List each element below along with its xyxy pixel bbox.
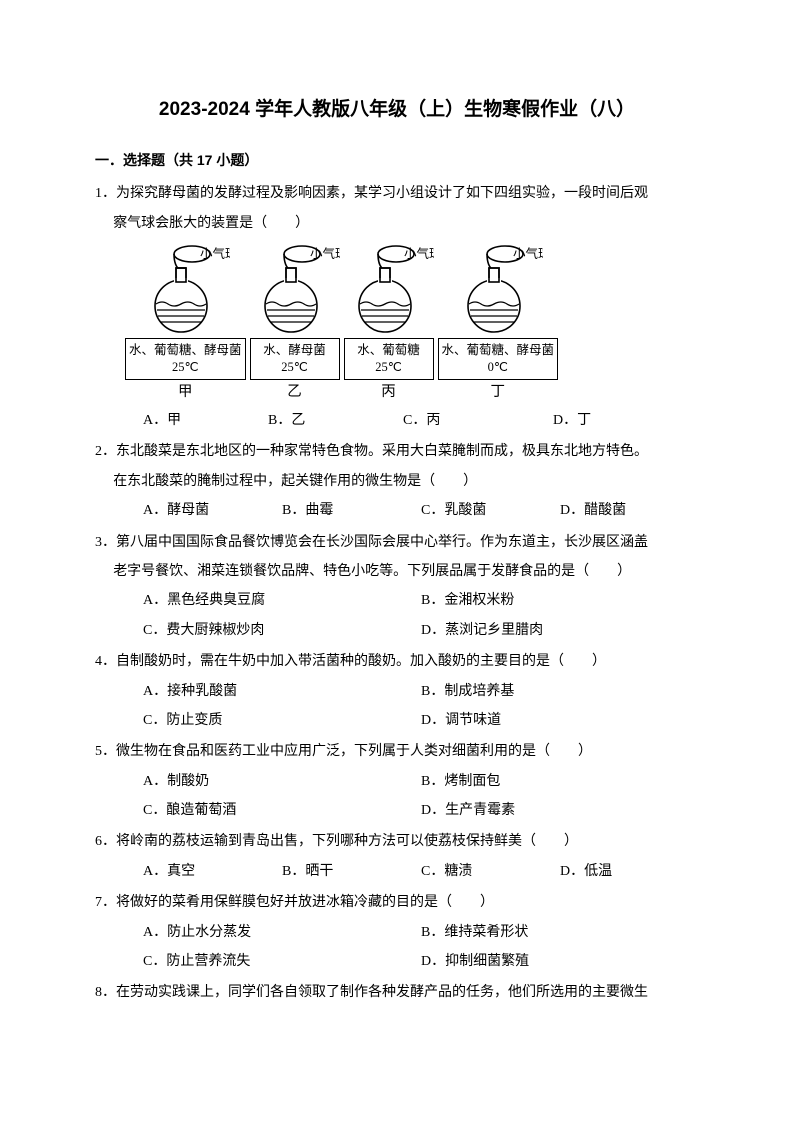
option-a[interactable]: A．制酸奶 <box>143 767 421 796</box>
option-b[interactable]: B．乙 <box>268 406 403 435</box>
section-heading: 一．选择题（共 17 小题） <box>95 146 699 175</box>
option-d[interactable]: D．蒸浏记乡里腊肉 <box>421 616 699 645</box>
flask-box-line2: 25℃ <box>129 359 242 376</box>
question-4: 4．自制酸奶时，需在牛奶中加入带活菌种的酸奶。加入酸奶的主要目的是（ ） A．接… <box>95 647 699 735</box>
question-7: 7．将做好的菜肴用保鲜膜包好并放进冰箱冷藏的目的是（ ） A．防止水分蒸发 B．… <box>95 888 699 976</box>
option-a[interactable]: A．黑色经典臭豆腐 <box>143 586 421 615</box>
flask-jia: 小气球 水、葡萄糖、酵母菌 25℃ 甲 <box>125 244 246 404</box>
q5-stem: 5．微生物在食品和医药工业中应用广泛，下列属于人类对细菌利用的是（ ） <box>95 737 699 766</box>
flask-box: 水、葡萄糖 25℃ <box>344 338 434 380</box>
balloon-label: 小气球 <box>513 246 543 261</box>
option-b[interactable]: B．维持菜肴形状 <box>421 918 699 947</box>
question-2: 2．东北酸菜是东北地区的一种家常特色食物。采用大白菜腌制而成，极具东北地方特色。… <box>95 437 699 525</box>
option-d[interactable]: D．生产青霉素 <box>421 796 699 825</box>
q2-options: A．酵母菌 B．曲霉 C．乳酸菌 D．醋酸菌 <box>95 496 699 525</box>
option-c[interactable]: C．酿造葡萄酒 <box>143 796 421 825</box>
option-a[interactable]: A．防止水分蒸发 <box>143 918 421 947</box>
flask-label: 甲 <box>125 381 246 404</box>
q3-stem: 3．第八届中国国际食品餐饮博览会在长沙国际会展中心举行。作为东道主，长沙展区涵盖 <box>95 528 699 557</box>
q1-options: A．甲 B．乙 C．丙 D．丁 <box>95 406 699 435</box>
option-c[interactable]: C．丙 <box>403 406 553 435</box>
flask-box-line1: 水、葡萄糖、酵母菌 <box>442 342 555 359</box>
option-b[interactable]: B．曲霉 <box>282 496 421 525</box>
q7-stem: 7．将做好的菜肴用保鲜膜包好并放进冰箱冷藏的目的是（ ） <box>95 888 699 917</box>
flask-box-line1: 水、酵母菌 <box>254 342 336 359</box>
q5-options: A．制酸奶 B．烤制面包 C．酿造葡萄酒 D．生产青霉素 <box>95 767 699 826</box>
flask-box-line2: 0℃ <box>442 359 555 376</box>
balloon-label: 小气球 <box>404 246 434 261</box>
q7-options: A．防止水分蒸发 B．维持菜肴形状 C．防止营养流失 D．抑制细菌繁殖 <box>95 918 699 977</box>
flask-bing: 小气球 水、葡萄糖 25℃ 丙 <box>344 244 434 404</box>
option-a[interactable]: A．甲 <box>143 406 268 435</box>
option-c[interactable]: C．费大厨辣椒炒肉 <box>143 616 421 645</box>
flask-icon: 小气球 <box>140 244 230 336</box>
option-c[interactable]: C．乳酸菌 <box>421 496 560 525</box>
option-d[interactable]: D．丁 <box>553 406 591 435</box>
q3-stem-cont: 老字号餐饮、湘菜连锁餐饮品牌、特色小吃等。下列展品属于发酵食品的是（ ） <box>95 557 699 586</box>
option-d[interactable]: D．抑制细菌繁殖 <box>421 947 699 976</box>
q4-options: A．接种乳酸菌 B．制成培养基 C．防止变质 D．调节味道 <box>95 677 699 736</box>
option-b[interactable]: B．制成培养基 <box>421 677 699 706</box>
question-8: 8．在劳动实践课上，同学们各自领取了制作各种发酵产品的任务，他们所选用的主要微生 <box>95 978 699 1007</box>
flask-label: 乙 <box>250 381 340 404</box>
option-c[interactable]: C．防止变质 <box>143 706 421 735</box>
option-c[interactable]: C．糖渍 <box>421 857 560 886</box>
flask-icon: 小气球 <box>344 244 434 336</box>
q1-stem: 1．为探究酵母菌的发酵过程及影响因素，某学习小组设计了如下四组实验，一段时间后观 <box>95 179 699 208</box>
q6-stem: 6．将岭南的荔枝运输到青岛出售，下列哪种方法可以使荔枝保持鲜美（ ） <box>95 827 699 856</box>
option-d[interactable]: D．醋酸菌 <box>560 496 699 525</box>
flask-box-line1: 水、葡萄糖 <box>348 342 430 359</box>
flask-box-line2: 25℃ <box>348 359 430 376</box>
q4-stem: 4．自制酸奶时，需在牛奶中加入带活菌种的酸奶。加入酸奶的主要目的是（ ） <box>95 647 699 676</box>
q8-stem: 8．在劳动实践课上，同学们各自领取了制作各种发酵产品的任务，他们所选用的主要微生 <box>95 978 699 1007</box>
q2-stem-cont: 在东北酸菜的腌制过程中，起关键作用的微生物是（ ） <box>95 467 699 496</box>
flask-ding: 小气球 水、葡萄糖、酵母菌 0℃ 丁 <box>438 244 559 404</box>
option-b[interactable]: B．晒干 <box>282 857 421 886</box>
q3-options: A．黑色经典臭豆腐 B．金湘权米粉 C．费大厨辣椒炒肉 D．蒸浏记乡里腊肉 <box>95 586 699 645</box>
option-a[interactable]: A．真空 <box>143 857 282 886</box>
option-b[interactable]: B．烤制面包 <box>421 767 699 796</box>
balloon-label: 小气球 <box>310 246 340 261</box>
balloon-label: 小气球 <box>200 246 230 261</box>
option-a[interactable]: A．接种乳酸菌 <box>143 677 421 706</box>
question-6: 6．将岭南的荔枝运输到青岛出售，下列哪种方法可以使荔枝保持鲜美（ ） A．真空 … <box>95 827 699 886</box>
question-3: 3．第八届中国国际食品餐饮博览会在长沙国际会展中心举行。作为东道主，长沙展区涵盖… <box>95 528 699 646</box>
flask-box-line1: 水、葡萄糖、酵母菌 <box>129 342 242 359</box>
flask-label: 丙 <box>344 381 434 404</box>
flask-box: 水、葡萄糖、酵母菌 0℃ <box>438 338 559 380</box>
question-1: 1．为探究酵母菌的发酵过程及影响因素，某学习小组设计了如下四组实验，一段时间后观… <box>95 179 699 435</box>
flask-box-line2: 25℃ <box>254 359 336 376</box>
question-5: 5．微生物在食品和医药工业中应用广泛，下列属于人类对细菌利用的是（ ） A．制酸… <box>95 737 699 825</box>
q2-stem: 2．东北酸菜是东北地区的一种家常特色食物。采用大白菜腌制而成，极具东北地方特色。 <box>95 437 699 466</box>
page-title: 2023-2024 学年人教版八年级（上）生物寒假作业（八） <box>95 90 699 130</box>
option-d[interactable]: D．调节味道 <box>421 706 699 735</box>
q1-figure-row: 小气球 水、葡萄糖、酵母菌 25℃ 甲 小气球 <box>95 244 699 404</box>
flask-box: 水、酵母菌 25℃ <box>250 338 340 380</box>
q1-stem-cont: 察气球会胀大的装置是（ ） <box>95 209 699 238</box>
option-b[interactable]: B．金湘权米粉 <box>421 586 699 615</box>
option-c[interactable]: C．防止营养流失 <box>143 947 421 976</box>
q6-options: A．真空 B．晒干 C．糖渍 D．低温 <box>95 857 699 886</box>
flask-icon: 小气球 <box>250 244 340 336</box>
flask-label: 丁 <box>438 381 559 404</box>
option-d[interactable]: D．低温 <box>560 857 699 886</box>
flask-box: 水、葡萄糖、酵母菌 25℃ <box>125 338 246 380</box>
flask-icon: 小气球 <box>453 244 543 336</box>
flask-yi: 小气球 水、酵母菌 25℃ 乙 <box>250 244 340 404</box>
option-a[interactable]: A．酵母菌 <box>143 496 282 525</box>
